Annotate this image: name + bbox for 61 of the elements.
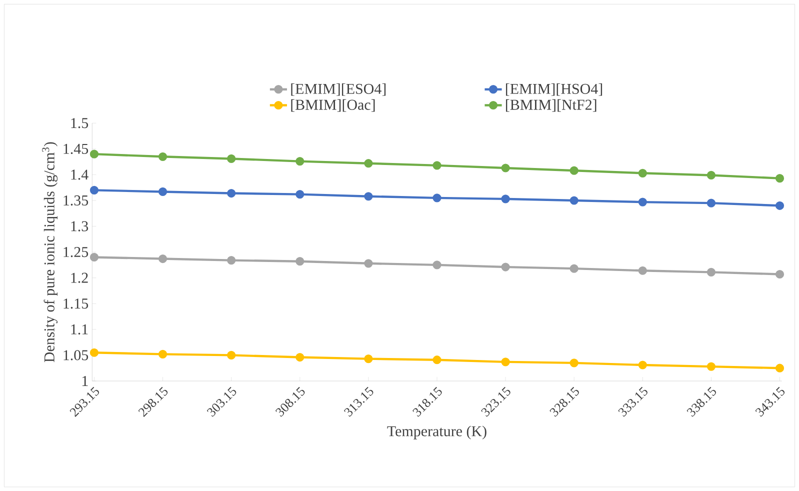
point [227,154,236,163]
y-tick-label: 1.45 [64,144,88,154]
point [775,201,784,210]
legend-label: [BMIM][Oac] [291,99,375,112]
point [432,355,442,364]
point [364,158,373,168]
point [158,254,168,264]
legend-label: [EMIM][ESO4] [291,83,386,96]
point [638,266,647,275]
point [227,256,236,265]
point [227,350,236,360]
point [638,168,647,178]
point [570,196,578,205]
y-tick-label: 1.15 [64,298,88,309]
point [501,262,510,272]
y-tick-label: 1.35 [64,195,88,206]
point [296,156,304,166]
point [432,161,442,170]
y-tick-label: 1 [82,376,88,386]
y-tick-label: 1.25 [64,246,88,258]
point [158,152,168,161]
point [90,348,99,357]
point [158,187,168,196]
point [775,364,784,372]
point [706,362,716,371]
y-tick-label: 1.5 [71,118,88,128]
point [90,186,99,194]
y-tick-label: 1.05 [64,350,88,360]
point [638,360,647,370]
point [775,270,784,278]
point [570,264,578,273]
x-axis-title: Temperature (K) [387,426,486,440]
point [432,260,442,270]
y-tick-label: 1.2 [71,272,88,283]
point [501,164,510,172]
point [90,252,99,262]
point [706,198,716,208]
point [296,190,304,199]
point [227,188,236,198]
point [570,166,578,175]
point [501,194,510,204]
y-tick-label: 1.4 [71,170,88,180]
point [638,198,647,206]
point [432,194,442,202]
point [364,192,373,201]
point [296,352,304,362]
point [296,256,304,266]
point [775,174,784,183]
point [706,268,716,276]
point [706,170,716,180]
point [158,350,168,358]
y-tick-label: 1.1 [71,324,88,334]
point [501,358,510,366]
legend-label: [BMIM][NtF2] [506,99,596,112]
point [364,354,373,364]
legend-label: [EMIM][HSO4] [506,83,602,96]
y-tick-label: 1.3 [71,221,88,232]
y-axis-title: Density of pure ionic liquids (g/cm$^{3}$) [42,142,58,362]
point [364,259,373,268]
point [570,358,578,368]
point [90,150,99,158]
